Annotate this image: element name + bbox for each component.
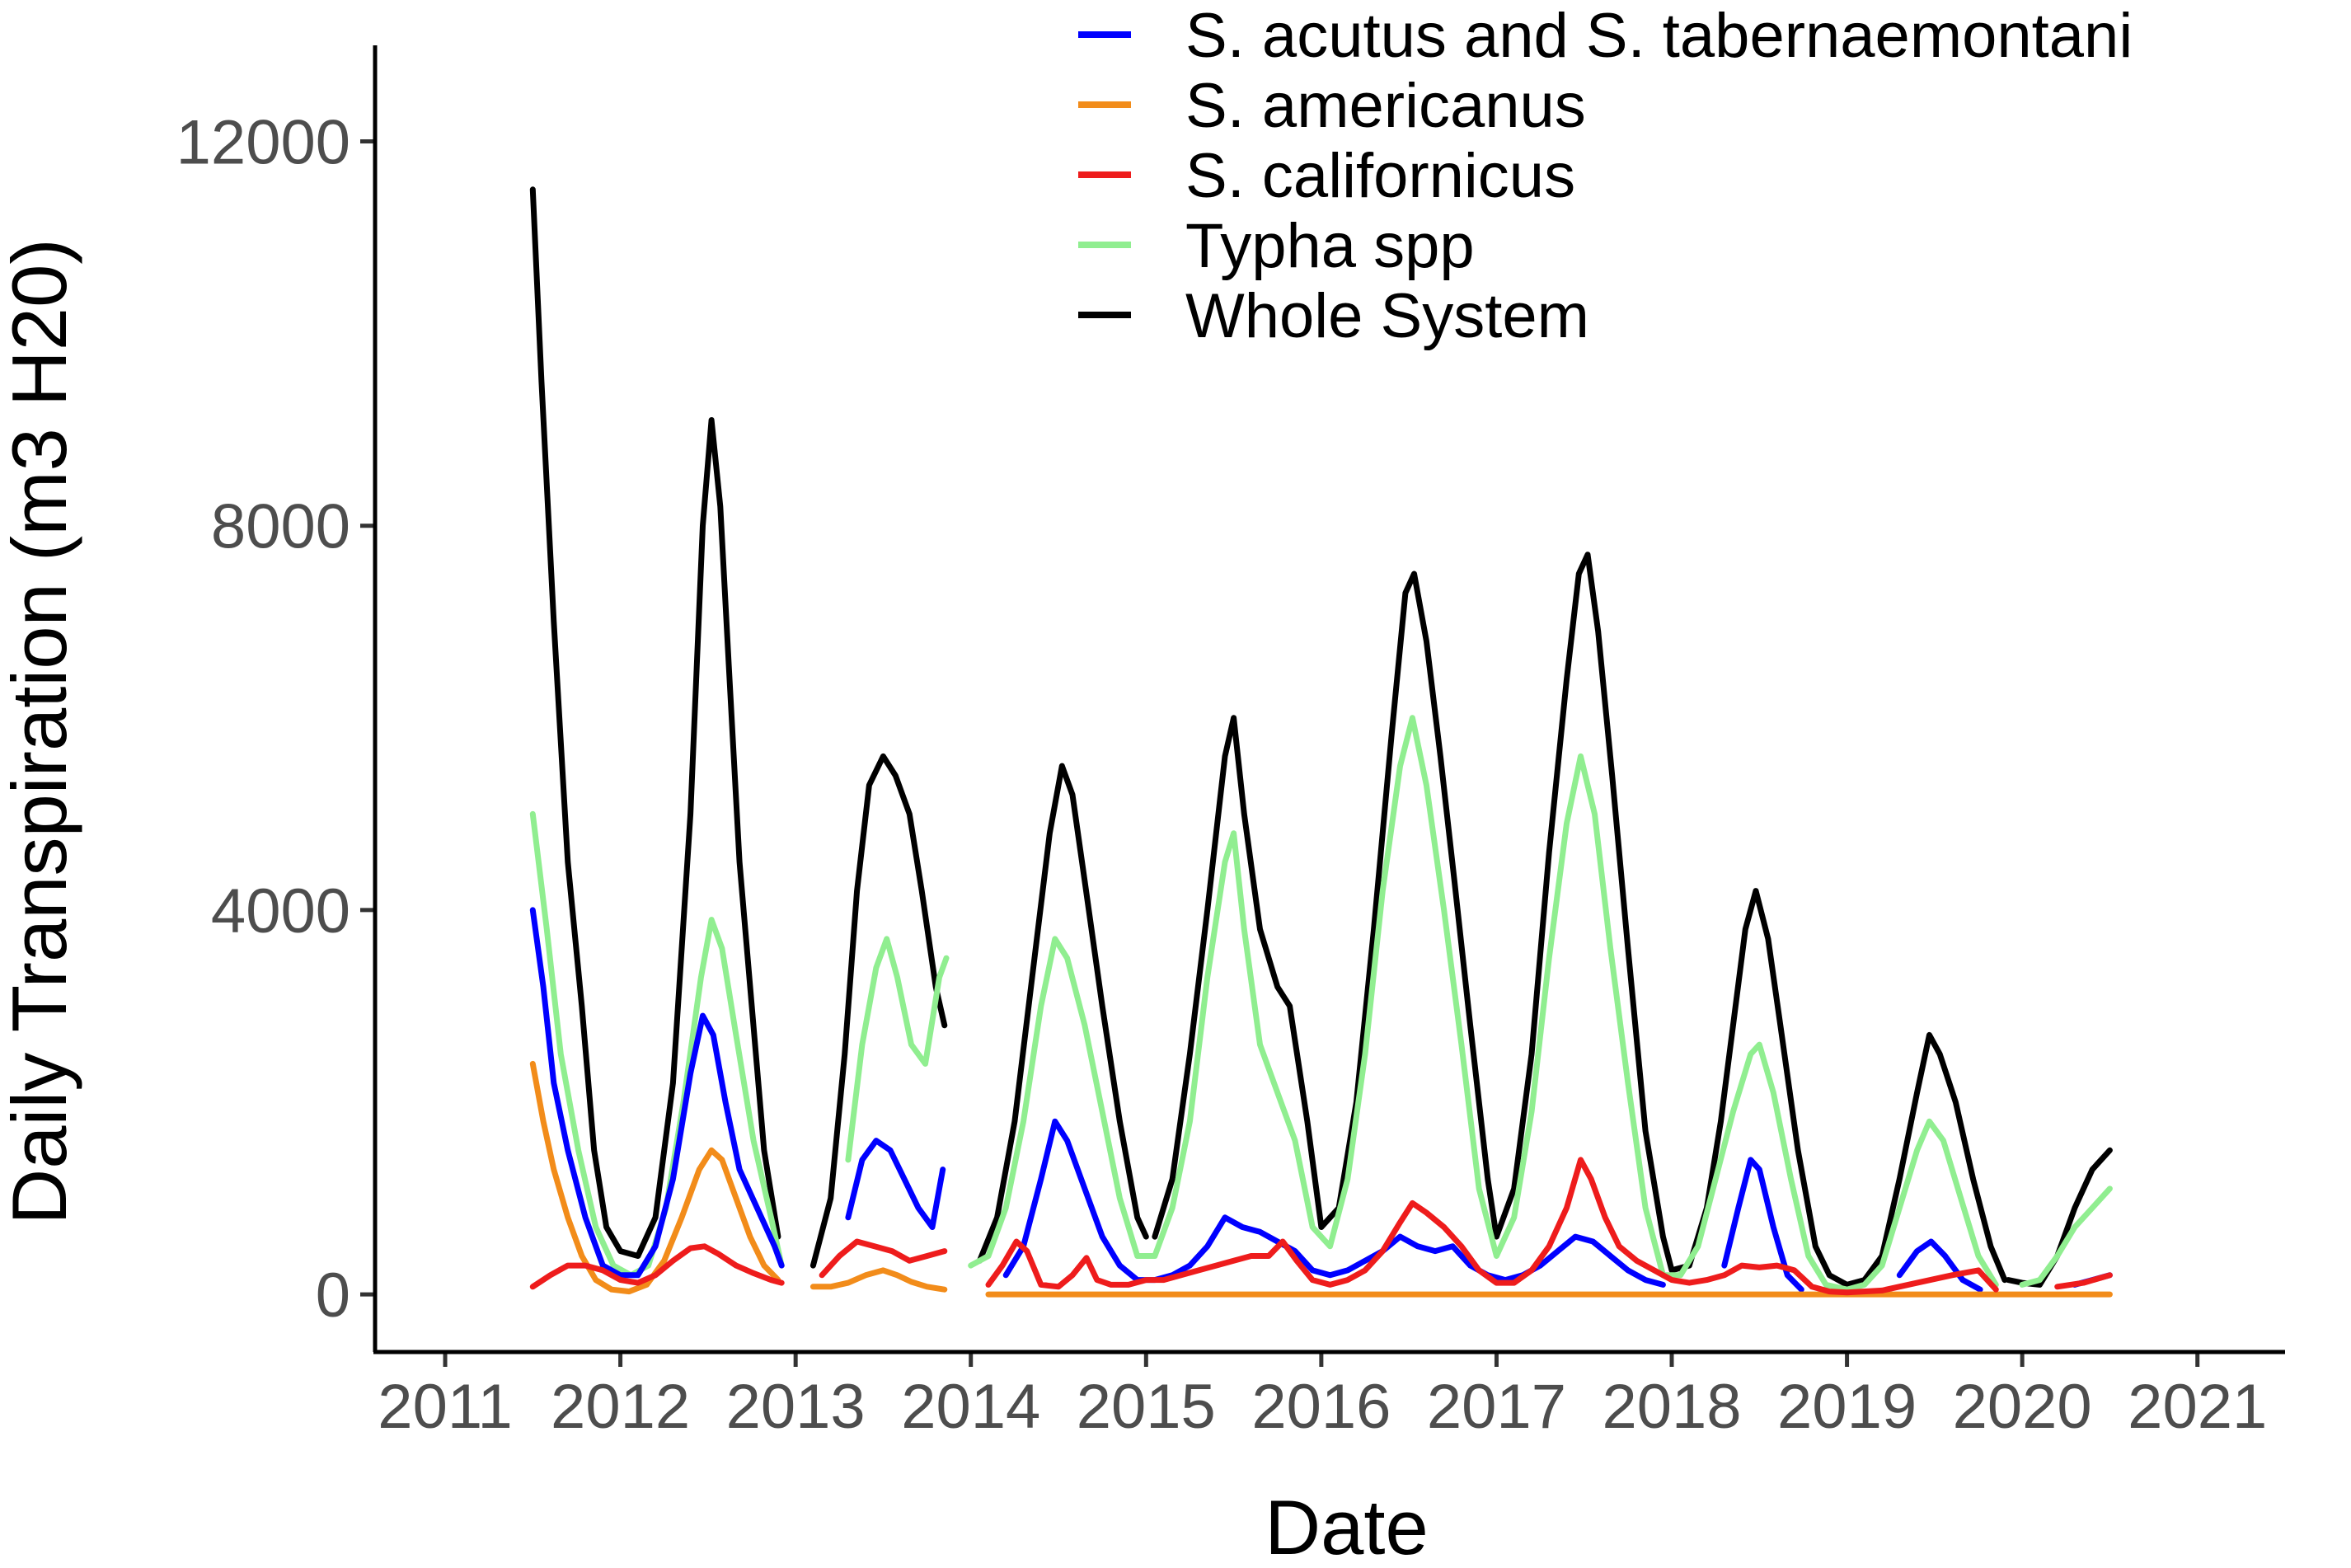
x-tick-label: 2021 — [2128, 1372, 2267, 1442]
x-axis-title: Date — [1265, 1484, 1429, 1568]
x-tick-label: 2020 — [1953, 1372, 2092, 1442]
y-axis-title: Daily Transpiration (m3 H20) — [0, 238, 82, 1224]
legend-label: Whole System — [1185, 281, 1589, 351]
x-tick-label: 2013 — [726, 1372, 866, 1442]
series-line — [985, 1157, 1999, 1296]
series-line — [976, 763, 1149, 1264]
x-tick-label: 2018 — [1602, 1372, 1741, 1442]
legend-label: S. californicus — [1185, 141, 1575, 211]
series-line — [845, 936, 950, 1163]
plot-area — [529, 186, 2113, 1298]
series-line — [819, 1238, 948, 1279]
y-tick-label: 4000 — [211, 876, 350, 946]
series-line — [1896, 1238, 1983, 1293]
series-line — [2054, 1272, 2113, 1290]
legend-label: S. americanus — [1185, 71, 1586, 141]
series-s-californicus — [529, 1157, 2113, 1296]
x-tick-label: 2012 — [551, 1372, 690, 1442]
series-line — [1002, 1118, 1666, 1288]
legend-label: Typha spp — [1185, 211, 1475, 281]
x-tick-label: 2011 — [378, 1372, 512, 1442]
x-tick-label: 2015 — [1077, 1372, 1216, 1442]
series-line — [809, 1267, 948, 1293]
y-axis-ticks: 0 4000 8000 12000 — [176, 108, 375, 1331]
series-line — [529, 907, 785, 1279]
series-line — [529, 1243, 785, 1290]
y-tick-label: 0 — [316, 1261, 350, 1331]
y-tick-label: 8000 — [211, 492, 350, 562]
x-tick-label: 2014 — [901, 1372, 1040, 1442]
legend-label: S. acutus and S. tabernaemontani — [1185, 1, 2133, 71]
axes — [373, 45, 2285, 1354]
series-line — [529, 186, 781, 1259]
x-tick-label: 2016 — [1251, 1372, 1391, 1442]
x-tick-label: 2019 — [1777, 1372, 1917, 1442]
y-tick-label: 12000 — [176, 108, 350, 178]
x-tick-label: 2017 — [1427, 1372, 1566, 1442]
series-line — [845, 1138, 946, 1230]
series-line — [1721, 1157, 1804, 1293]
series-line — [968, 715, 1999, 1293]
series-line — [1152, 552, 2008, 1288]
series-s-acutus-and-s-tabernaemontani — [529, 907, 2113, 1293]
series-line — [2019, 1185, 2113, 1288]
series-line — [809, 753, 948, 1269]
x-axis-ticks: 2011 2012 2013 2014 2015 2016 2017 2018 2019 2020… — [378, 1352, 2267, 1442]
